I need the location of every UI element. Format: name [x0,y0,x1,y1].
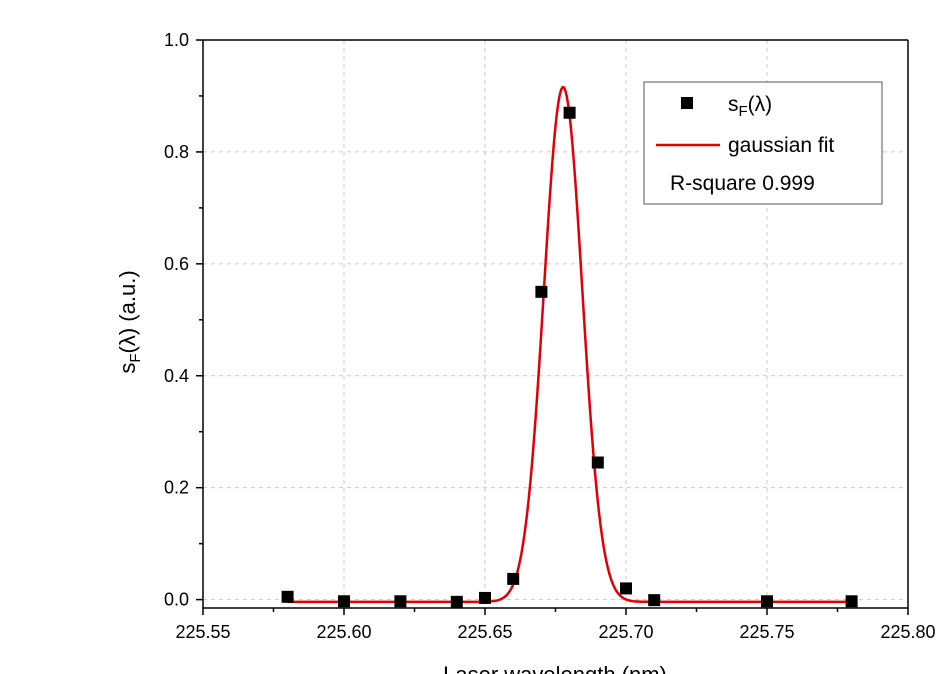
y-tick-label: 0.8 [164,142,189,162]
x-tick-label: 225.55 [175,622,230,642]
y-tick-label: 0.2 [164,478,189,498]
y-tick-label: 0.0 [164,590,189,610]
data-point [535,285,548,298]
x-tick-label: 225.75 [739,622,794,642]
data-point [281,590,294,603]
data-point [761,595,773,608]
x-tick-label: 225.60 [316,622,371,642]
data-point [507,572,520,585]
legend: sF(λ) gaussian fit R-square 0.999 [643,81,883,205]
data-point [648,594,661,607]
x-tick-label: 225.70 [598,622,653,642]
data-point [591,456,604,469]
legend-label-fit: gaussian fit [728,134,834,157]
y-tick-label: 0.6 [164,254,189,274]
data-point [394,595,407,608]
data-point [479,591,491,604]
grid-lines [203,40,908,608]
legend-r-square: R-square 0.999 [670,172,815,195]
data-point [450,595,463,608]
legend-label-sf: sF(λ) [728,93,772,120]
axes: 225.55 225.60 225.65 225.70 225.75 225.80 0.0 0… [164,30,936,642]
data-point [563,106,576,119]
data-point [620,582,632,595]
data-point [338,595,350,608]
y-tick-label: 1.0 [164,30,189,50]
legend-marker-square [681,97,693,109]
x-tick-label: 225.80 [880,622,935,642]
y-axis-title: sF(λ) (a.u.) [115,270,144,373]
data-points-layer [281,106,858,608]
y-tick-label: 0.4 [164,366,189,386]
data-point [845,595,858,608]
x-axis-title: Laser wavelength (nm) [443,662,667,674]
x-tick-label: 225.65 [457,622,512,642]
